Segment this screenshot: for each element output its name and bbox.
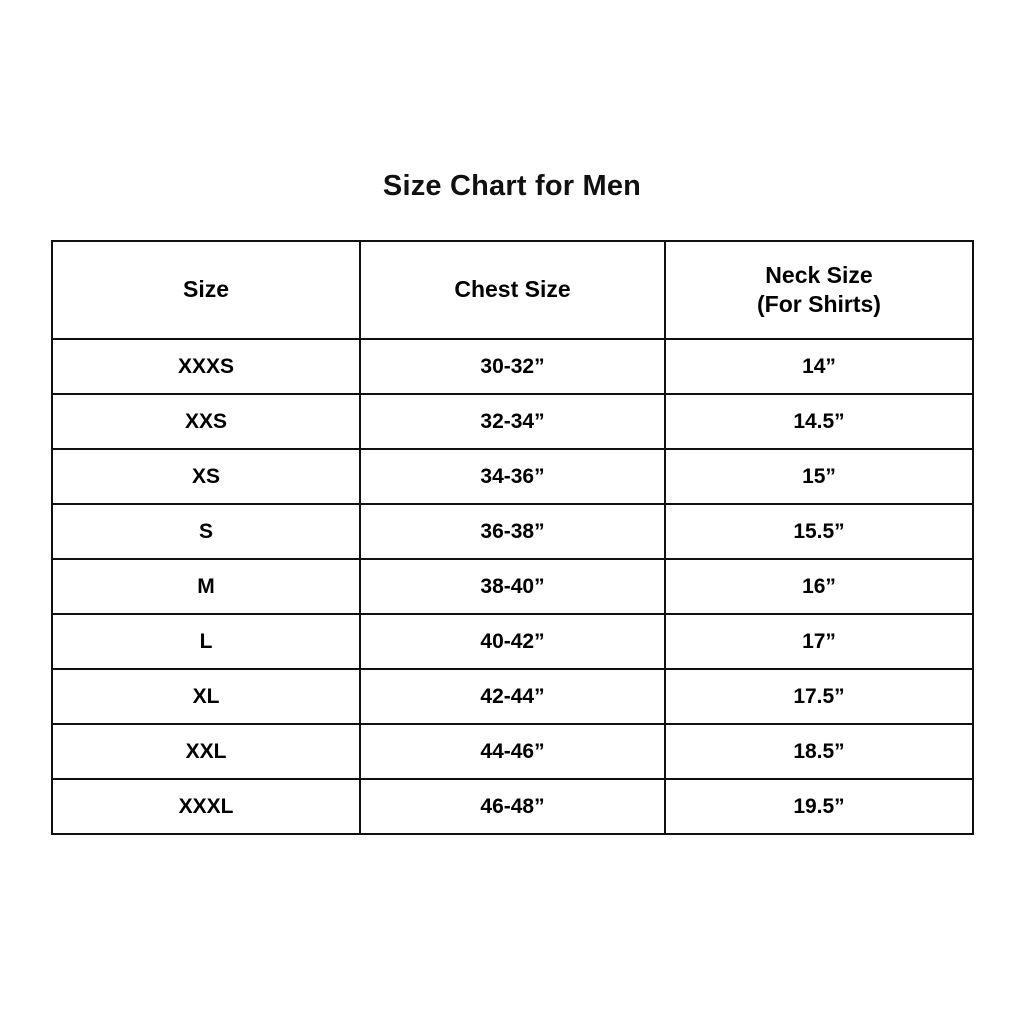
table-body: XXXS 30-32” 14” XXS 32-34” 14.5” XS 34-3… [51, 338, 974, 835]
column-header-neck-size-line1: Neck Size [765, 261, 873, 288]
page-title: Size Chart for Men [382, 170, 642, 202]
cell-chest: 34-36” [359, 448, 666, 505]
cell-chest: 46-48” [359, 778, 666, 835]
column-header-size: Size [51, 240, 361, 340]
cell-chest: 38-40” [359, 558, 666, 615]
table-row: M 38-40” 16” [51, 558, 974, 615]
cell-size: L [51, 613, 361, 670]
column-header-size-line1: Size [182, 276, 230, 303]
cell-size: M [51, 558, 361, 615]
cell-chest: 32-34” [359, 393, 666, 450]
table-row: S 36-38” 15.5” [51, 503, 974, 560]
table-row: XS 34-36” 15” [51, 448, 974, 505]
column-header-neck-size-line2: (For Shirts) [757, 291, 881, 317]
cell-chest: 44-46” [359, 723, 666, 780]
cell-size: S [51, 503, 361, 560]
table-row: XXXL 46-48” 19.5” [51, 778, 974, 835]
table-row: XL 42-44” 17.5” [51, 668, 974, 725]
table-row: XXL 44-46” 18.5” [51, 723, 974, 780]
cell-chest: 30-32” [359, 338, 666, 395]
column-header-chest-size-line1: Chest Size [454, 276, 571, 303]
cell-neck: 15” [664, 448, 974, 505]
column-header-chest-size: Chest Size [359, 240, 666, 340]
cell-size: XL [51, 668, 361, 725]
table-header: Size Chest Size Neck Size (For Shirts) [51, 240, 974, 340]
cell-neck: 17” [664, 613, 974, 670]
cell-neck: 18.5” [664, 723, 974, 780]
cell-neck: 16” [664, 558, 974, 615]
column-header-neck-size: Neck Size (For Shirts) [664, 240, 974, 340]
table-row: L 40-42” 17” [51, 613, 974, 670]
cell-chest: 36-38” [359, 503, 666, 560]
cell-size: XXL [51, 723, 361, 780]
size-chart-table: Size Chest Size Neck Size (For Shirts) X… [51, 240, 974, 835]
cell-neck: 19.5” [664, 778, 974, 835]
cell-neck: 17.5” [664, 668, 974, 725]
cell-chest: 40-42” [359, 613, 666, 670]
cell-chest: 42-44” [359, 668, 666, 725]
header-row: Size Chest Size Neck Size (For Shirts) [51, 240, 974, 340]
table-row: XXXS 30-32” 14” [51, 338, 974, 395]
cell-size: XXXS [51, 338, 361, 395]
table-row: XXS 32-34” 14.5” [51, 393, 974, 450]
cell-neck: 14” [664, 338, 974, 395]
cell-size: XXS [51, 393, 361, 450]
cell-size: XXXL [51, 778, 361, 835]
cell-neck: 14.5” [664, 393, 974, 450]
cell-neck: 15.5” [664, 503, 974, 560]
cell-size: XS [51, 448, 361, 505]
